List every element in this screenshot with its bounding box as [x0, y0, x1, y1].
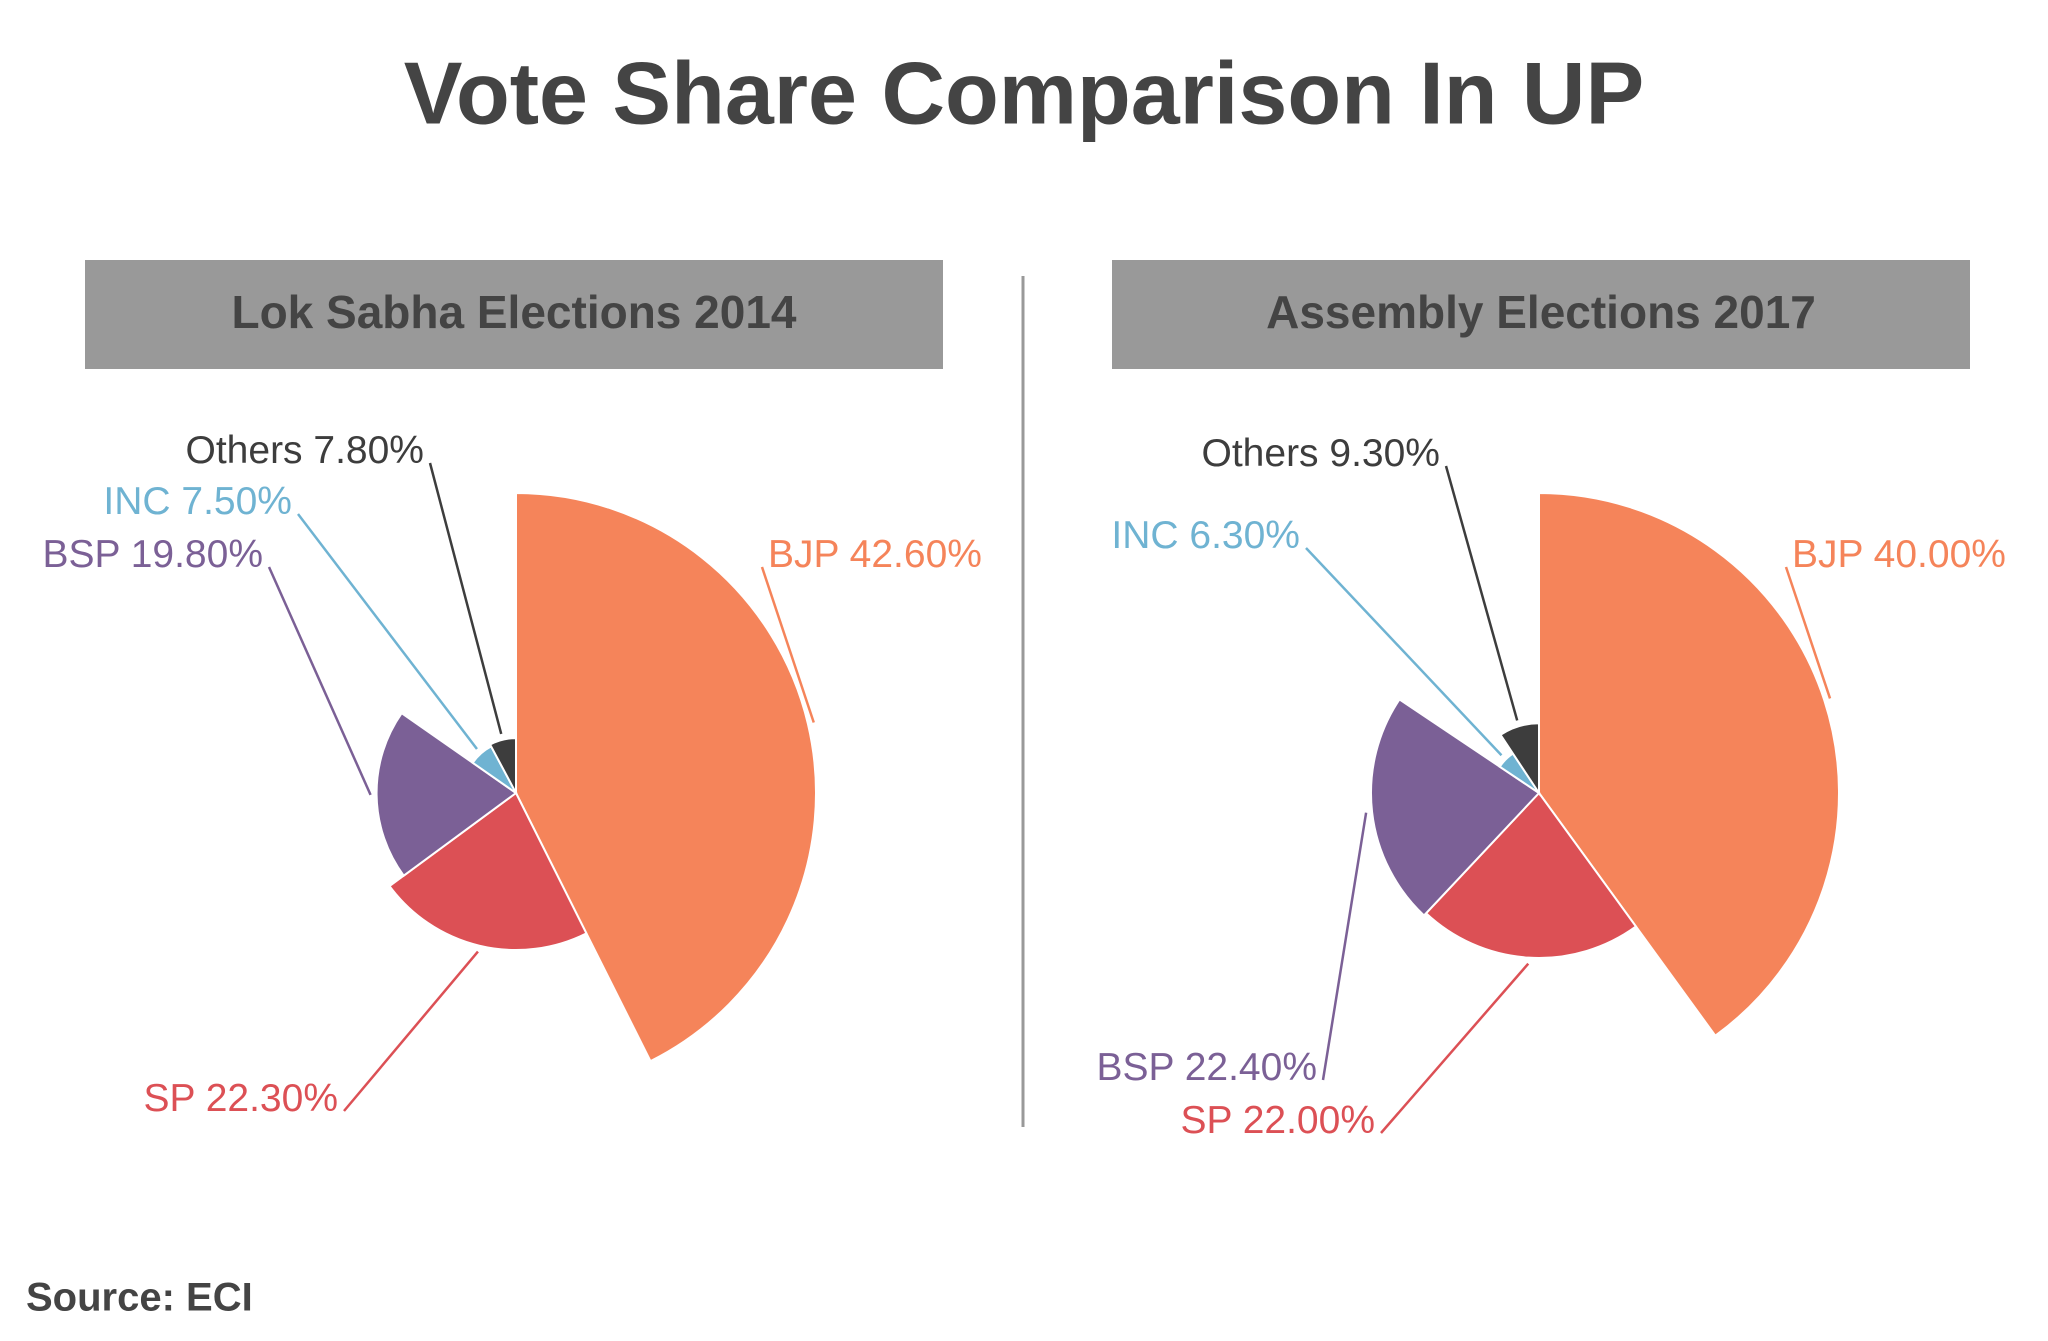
- label-category: Others: [1202, 432, 1319, 475]
- leader-line: [343, 950, 479, 1112]
- label-value: 22.40%: [1185, 1046, 1317, 1089]
- label-category: BSP: [43, 533, 120, 576]
- data-label: Others 9.30%: [1202, 432, 1440, 475]
- header-box: [85, 260, 943, 369]
- leader-line: [760, 566, 815, 723]
- pie-slice: [1499, 722, 1540, 797]
- label-value: 6.30%: [1189, 514, 1300, 557]
- data-label: BJP 40.00%: [1792, 533, 2006, 576]
- leader-line: [267, 566, 372, 796]
- label-category: INC: [103, 480, 170, 523]
- label-category: Others: [186, 429, 303, 472]
- label-category: INC: [1111, 514, 1178, 557]
- label-category: BJP: [768, 533, 839, 576]
- leader-line: [1380, 962, 1530, 1134]
- pie-slice: [488, 737, 517, 794]
- leader-line: [1321, 812, 1368, 1081]
- leader-line: [1444, 465, 1519, 721]
- label-value: 22.30%: [206, 1077, 338, 1120]
- leader-line: [297, 513, 478, 750]
- label-category: SP: [144, 1077, 195, 1120]
- source: Source: ECI: [26, 1276, 253, 1320]
- label-category: BSP: [1097, 1046, 1174, 1089]
- data-label: BSP 22.40%: [1097, 1046, 1317, 1089]
- header-box: [1112, 260, 1970, 369]
- leader-line: [1784, 566, 1832, 699]
- label-value: 19.80%: [131, 533, 263, 576]
- chart-subtitle: Assembly Elections 2017: [1266, 286, 1816, 338]
- pie-slice: [1424, 791, 1638, 959]
- pie-slice: [388, 791, 588, 952]
- pie-slice: [1538, 491, 1841, 1038]
- label-value: 22.00%: [1243, 1099, 1375, 1142]
- chart-subtitle: Lok Sabha Elections 2014: [231, 286, 796, 338]
- data-label: BJP 42.60%: [768, 533, 982, 576]
- label-value: 9.30%: [1329, 432, 1440, 475]
- data-label: Others 7.80%: [186, 429, 424, 472]
- leader-line: [428, 462, 503, 735]
- data-label: SP 22.30%: [144, 1077, 338, 1120]
- data-label: SP 22.00%: [1181, 1099, 1375, 1142]
- label-value: 40.00%: [1874, 533, 2006, 576]
- label-category: BJP: [1792, 533, 1863, 576]
- data-label: BSP 19.80%: [43, 533, 263, 576]
- label-value: 7.80%: [313, 429, 424, 472]
- pie-slice: [375, 711, 518, 878]
- label-value: 42.60%: [850, 533, 982, 576]
- leader-line: [1305, 547, 1503, 757]
- label-category: SP: [1181, 1099, 1232, 1142]
- pie-slice: [1370, 698, 1541, 917]
- data-label: INC 7.50%: [103, 480, 292, 523]
- data-label: INC 6.30%: [1111, 514, 1300, 557]
- label-value: 7.50%: [181, 480, 292, 523]
- pie-slice: [515, 491, 817, 1063]
- chart-title: Vote Share Comparison In UP: [404, 43, 1644, 142]
